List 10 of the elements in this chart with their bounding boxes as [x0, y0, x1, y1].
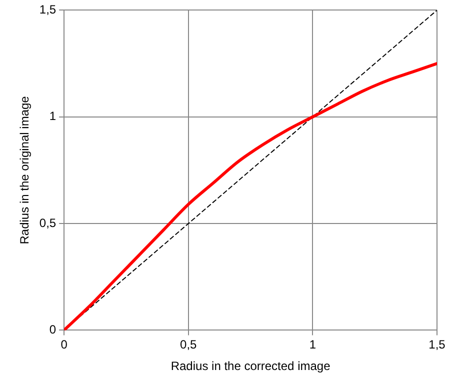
x-tick-label: 0 [60, 338, 68, 352]
y-tick-label: 0,5 [39, 216, 56, 230]
y-tick-label: 0 [49, 322, 56, 337]
y-tick-label: 1,5 [39, 2, 56, 17]
x-tick-label: 1,5 [428, 338, 446, 352]
x-tick-label: 1 [309, 338, 316, 352]
x-axis-title: Radius in the corrected image [170, 359, 331, 374]
x-tick-label: 0,5 [180, 338, 198, 352]
y-tick-label: 1 [49, 109, 56, 124]
y-axis-title: Radius in the original image [18, 96, 32, 244]
